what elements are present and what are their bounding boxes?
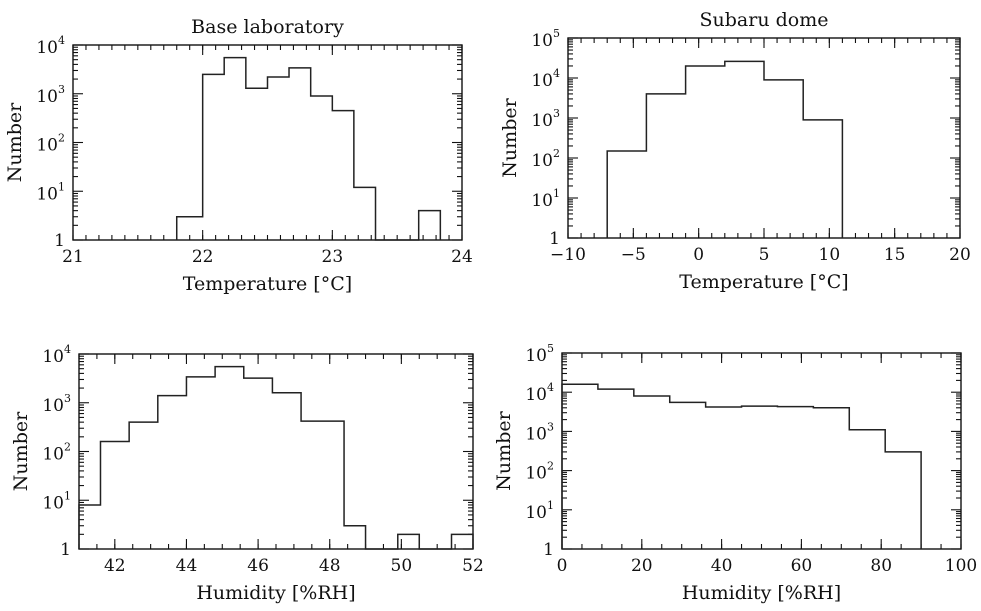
panel-4: 0 20 40 60 80 100 1 101 102 103 104 105 Humidity [%R… [493,342,977,604]
y-tick-label: 102 [36,132,65,156]
panel-1: 21 22 23 24 1 101 102 103 104 Base laboratory Temp… [4,16,473,295]
x-tick-label: −10 [550,245,586,265]
x-tick-label: 46 [247,556,269,576]
plot-frame [72,44,463,241]
histogram-series [561,383,922,549]
x-tick-label: 40 [711,556,733,576]
y-tick-label: 105 [525,342,554,366]
y-tick-label: 1 [60,540,71,560]
panel-title: Base laboratory [191,16,344,38]
y-axis-label: Number [499,97,521,177]
x-tick-label: 22 [192,247,214,267]
y-tick-label: 105 [531,27,560,51]
x-tick-label: 48 [319,556,341,576]
y-tick-label: 102 [42,441,71,465]
y-tick-label: 102 [531,147,560,171]
y-axis-label: Number [493,410,515,490]
x-tick-label: 0 [557,556,568,576]
y-tick-label: 101 [531,187,560,211]
x-tick-label: 5 [759,245,770,265]
y-tick-label: 1 [549,229,560,249]
y-tick-label: 101 [36,180,65,204]
y-tick-label: 104 [531,67,560,91]
y-tick-label: 103 [42,392,71,416]
x-tick-label: 20 [949,245,971,265]
y-tick-label: 1 [543,540,554,560]
histogram-series [78,365,474,550]
plot-frame [78,353,474,550]
histogram-series [175,56,442,241]
y-tick-label: 104 [36,34,65,58]
x-tick-label: 52 [462,556,484,576]
y-tick-label: 102 [525,460,554,484]
x-axis-label: Temperature [°C] [183,273,352,295]
x-axis-label: Temperature [°C] [679,271,848,293]
plot-frame [561,352,962,550]
x-tick-label: 10 [819,245,841,265]
panel-3: 42 44 46 48 50 52 1 101 102 103 104 Humidity [%RH] N… [10,343,484,604]
x-axis-label: Humidity [%RH] [682,582,841,604]
histogram-series [606,60,844,238]
y-tick-label: 1 [54,231,65,251]
y-tick-label: 101 [525,499,554,523]
x-tick-label: 60 [791,556,813,576]
panel-title: Subaru dome [700,9,829,31]
x-tick-label: −5 [621,245,646,265]
y-tick-label: 103 [525,420,554,444]
x-tick-label: 50 [391,556,413,576]
y-axis-label: Number [4,102,26,182]
y-tick-label: 104 [525,381,554,405]
x-tick-label: 80 [870,556,892,576]
x-tick-label: 44 [176,556,198,576]
x-tick-label: 100 [945,556,977,576]
y-tick-label: 104 [42,343,71,367]
x-tick-label: 0 [693,245,704,265]
x-tick-label: 42 [104,556,126,576]
x-axis-label: Humidity [%RH] [196,582,355,604]
panel-2: −10 −5 0 5 10 15 20 1 101 102 103 104 105 Subaru dome… [499,9,971,293]
y-tick-label: 101 [42,489,71,513]
x-tick-label: 23 [322,247,344,267]
x-tick-label: 15 [884,245,906,265]
y-tick-label: 103 [36,83,65,107]
y-tick-label: 103 [531,107,560,131]
x-tick-label: 20 [631,556,653,576]
x-tick-label: 24 [451,247,473,267]
y-axis-label: Number [10,411,32,491]
x-tick-label: 21 [62,247,84,267]
